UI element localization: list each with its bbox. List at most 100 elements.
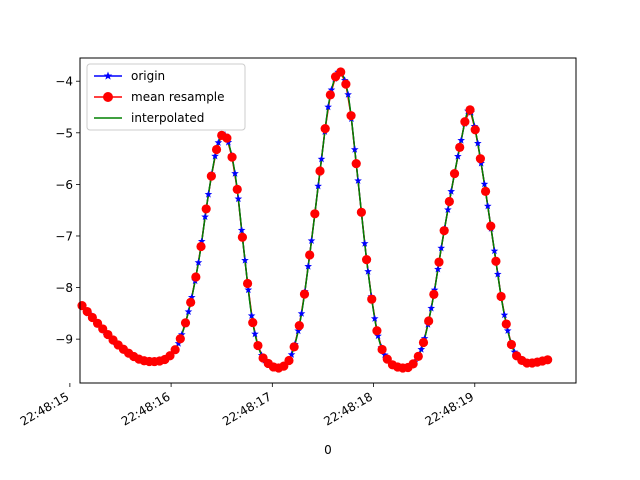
- origin-point: [447, 187, 456, 195]
- mean-resample-point: [175, 334, 185, 344]
- mean-resample-point: [480, 186, 491, 196]
- mean-resample-point: [543, 355, 553, 365]
- legend-entry-interpolated: interpolated: [94, 111, 204, 125]
- mean-resample-point: [418, 337, 429, 348]
- mean-resample-point: [191, 272, 201, 282]
- mean-resample-point: [310, 209, 320, 219]
- mean-resample-point: [439, 226, 449, 236]
- mean-resample-point: [248, 317, 258, 328]
- origin-point: [241, 256, 249, 264]
- origin-point: [350, 145, 359, 153]
- origin-point: [174, 339, 183, 347]
- mean-resample-point: [165, 351, 175, 361]
- origin-point: [374, 331, 382, 340]
- origin-point: [510, 348, 519, 356]
- origin-point: [214, 138, 223, 146]
- mean-resample-point: [413, 351, 423, 361]
- origin-point: [297, 309, 306, 317]
- legend-box: [86, 63, 246, 131]
- mean-resample-point: [377, 344, 387, 355]
- mean-resample-point: [237, 232, 248, 242]
- origin-point: [247, 311, 256, 319]
- mean-resample-point: [372, 326, 382, 336]
- origin-point: [251, 330, 259, 338]
- y-tick-label: −5: [55, 126, 73, 140]
- y-tick-label: −6: [55, 178, 73, 192]
- mean-resample-point: [491, 256, 501, 266]
- y-tick-label: −9: [55, 333, 73, 347]
- origin-point: [244, 285, 253, 294]
- mean-resample-point: [82, 306, 92, 317]
- origin-point: [500, 311, 509, 319]
- mean-resample-point: [305, 250, 315, 260]
- x-axis-label: 0: [324, 443, 332, 457]
- mean-resample-point: [496, 291, 506, 302]
- origin-point: [430, 286, 439, 294]
- origin-point: [457, 136, 465, 144]
- origin-point: [503, 326, 512, 334]
- origin-point: [317, 155, 326, 163]
- mean-resample-point: [356, 207, 366, 217]
- origin-point: [307, 236, 316, 244]
- mean-resample-point: [222, 133, 232, 143]
- mean-resample-point: [242, 278, 253, 289]
- origin-point: [327, 85, 336, 94]
- origin-point: [324, 103, 332, 111]
- origin-point: [444, 205, 452, 213]
- legend-label-origin: origin: [131, 69, 165, 83]
- mean-resample-point: [429, 289, 439, 299]
- origin-point: [434, 265, 442, 273]
- origin-point: [364, 267, 372, 275]
- mean-resample-point: [170, 345, 180, 355]
- mean-resample-point: [460, 117, 470, 127]
- mean-resample-point: [206, 171, 216, 181]
- mean-resample-point: [346, 111, 356, 121]
- origin-point: [380, 350, 389, 359]
- mean-resample-point: [351, 159, 361, 169]
- mean-resample-point: [289, 342, 299, 352]
- origin-point: [231, 169, 239, 177]
- mean-resample-point: [180, 318, 191, 328]
- origin-point: [437, 244, 446, 252]
- mean-resample-point: [455, 142, 465, 152]
- y-tick-label: −8: [55, 281, 73, 295]
- mean-resample-point: [470, 125, 480, 135]
- mean-resample-point: [367, 294, 377, 304]
- origin-point: [201, 212, 209, 221]
- origin-point: [490, 246, 499, 255]
- origin-point: [197, 237, 206, 245]
- origin-point: [370, 314, 379, 322]
- mean-resample-point: [444, 196, 454, 207]
- origin-point: [493, 270, 502, 278]
- origin-point: [234, 194, 243, 203]
- mean-resample-point: [449, 168, 460, 179]
- origin-point: [344, 90, 352, 98]
- mean-resample-point: [424, 316, 434, 326]
- mean-resample-point: [294, 320, 304, 331]
- mean-resample-point: [284, 355, 294, 366]
- mean-resample-point: [227, 152, 237, 162]
- mean-resample-point: [465, 105, 475, 115]
- origin-point: [483, 202, 492, 210]
- legend-label-interpolated: interpolated: [131, 111, 204, 125]
- y-axis: −9 −8 −7 −6 −5 −4: [55, 75, 80, 347]
- origin-point: [354, 176, 362, 184]
- origin-point: [474, 139, 482, 147]
- mean-resample-point: [506, 339, 517, 350]
- mean-resample-point: [299, 289, 310, 299]
- legend-entry-mean-resample: mean resample: [94, 90, 225, 104]
- origin-point: [204, 190, 213, 198]
- mean-resample-point: [325, 90, 335, 100]
- mean-resample-point: [501, 319, 511, 329]
- origin-point: [187, 293, 196, 301]
- origin-point: [211, 152, 219, 160]
- origin-point: [427, 304, 436, 312]
- legend-label-mean-resample: mean resample: [131, 90, 225, 104]
- origin-point: [417, 345, 426, 353]
- mean-resample-point: [361, 255, 372, 265]
- origin-point: [480, 180, 489, 188]
- circle-marker-icon: [103, 92, 113, 102]
- mean-resample-point: [434, 257, 444, 267]
- y-tick-label: −7: [55, 229, 73, 243]
